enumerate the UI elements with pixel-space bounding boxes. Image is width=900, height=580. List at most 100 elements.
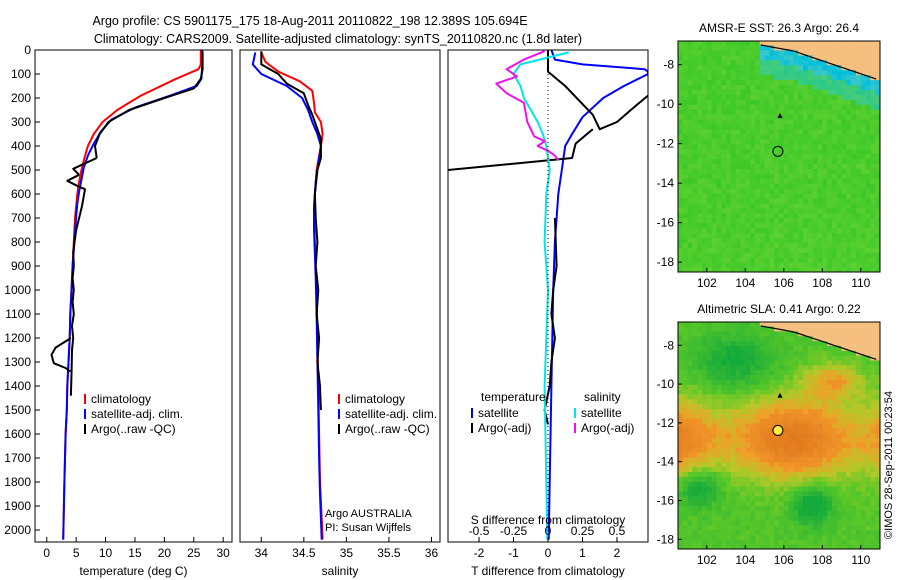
sla_map-cell: [798, 456, 804, 463]
sst_map-cell: [697, 227, 703, 234]
sst_map-cell: [764, 202, 770, 209]
sst_map-cell: [783, 99, 790, 105]
sst_map-cell: [846, 207, 852, 214]
sst_map-cell: [807, 252, 814, 258]
sst_map-cell: [726, 153, 732, 159]
sla_map-cell: [788, 466, 794, 472]
sst_map-cell: [798, 158, 804, 164]
sla_map-cell: [860, 322, 867, 327]
sst_map-cell: [860, 138, 867, 145]
sla_map-cell: [807, 340, 814, 346]
sla_map-cell: [726, 364, 732, 371]
sla_map-cell: [740, 442, 746, 448]
sla_map-cell: [730, 388, 737, 395]
sla_map-cell: [702, 539, 708, 545]
sst_map-cell: [759, 104, 766, 110]
sla_map-cell: [716, 515, 722, 521]
sla_map-cell: [812, 437, 819, 443]
sst_map-cell: [865, 104, 871, 110]
sla_map-cell: [755, 539, 761, 545]
sla_map-cell: [827, 422, 833, 429]
sla_map-cell: [730, 418, 737, 424]
sst_map-cell: [740, 222, 746, 229]
sla_map-cell: [687, 432, 693, 439]
sla_map-cell: [856, 340, 862, 346]
sst_map-cell: [678, 69, 684, 76]
sla_map-cell: [702, 325, 708, 332]
sst_map-cell: [716, 79, 722, 85]
sst_map-cell: [851, 267, 857, 272]
sst_map-cell: [692, 133, 698, 140]
sla_map-cell: [692, 345, 698, 351]
sla_map-cell: [841, 359, 847, 366]
sla_map-cell: [711, 481, 718, 487]
sst_map-cell: [764, 74, 770, 81]
sla_map-cell: [831, 539, 838, 545]
sst_map-cell: [687, 237, 693, 243]
sst_map-cell: [841, 237, 847, 243]
sst_map-cell: [745, 237, 751, 243]
sla_map-cell: [803, 422, 809, 429]
sst_map-cell: [812, 217, 819, 224]
sst_map-cell: [697, 49, 703, 56]
sla_map-cell: [788, 485, 794, 492]
sst_map-cell: [807, 207, 814, 214]
sla_map-cell: [716, 330, 722, 337]
sst_map-cell: [788, 237, 794, 243]
sst_map-cell: [702, 237, 708, 243]
sst_map-cell: [827, 237, 833, 243]
sst_map-cell: [851, 227, 857, 234]
sla_map-cell: [779, 364, 785, 371]
sst_map-cell: [740, 59, 746, 66]
sst_map-cell: [706, 188, 713, 194]
sla_map-cell: [702, 364, 708, 371]
sst_map-cell: [706, 84, 713, 90]
sla_map-cell: [682, 393, 689, 400]
sla_map-cell: [711, 325, 718, 332]
sla_map-cell: [827, 398, 833, 405]
sla_map-cell: [711, 500, 718, 506]
sla_map-cell: [779, 461, 785, 468]
sst_map-cell: [870, 163, 876, 169]
sla_map-cell: [740, 345, 746, 351]
sst_map-cell: [735, 207, 742, 214]
sla_map-cell: [851, 403, 857, 409]
sla_map-cell: [870, 481, 876, 487]
sla_map-cell: [726, 379, 732, 385]
sla_map-cell: [692, 466, 698, 472]
sst_map-cell: [803, 222, 809, 229]
sla_map-cell: [846, 350, 852, 356]
sla_map-cell: [769, 519, 775, 526]
sst_map-cell: [846, 257, 852, 263]
sst_map-cell: [865, 183, 871, 189]
sst_map-cell: [682, 99, 689, 105]
sst_map-cell: [836, 232, 843, 238]
sla_map-cell: [779, 340, 785, 346]
sla_map-cell: [846, 515, 852, 521]
sla_map-cell: [870, 490, 876, 497]
difference-xtick-label: 0: [545, 546, 552, 560]
sst_map-cell: [692, 178, 698, 184]
sst_map-cell: [793, 158, 799, 164]
sla_map-cell: [783, 355, 790, 361]
sla_map-cell: [769, 495, 775, 502]
sla_map-cell: [841, 515, 847, 521]
sla_map-cell: [721, 447, 727, 453]
sla_map-cell: [678, 442, 684, 448]
sst_map-cell: [807, 232, 814, 238]
sst_map-cell: [846, 178, 852, 184]
sla_map-cell: [793, 374, 799, 380]
sla_map-cell: [793, 422, 799, 429]
sla_map-cell: [682, 476, 689, 482]
sla_map-cell: [716, 322, 722, 327]
sla_map-cell: [860, 524, 867, 531]
sla_map-cell: [779, 418, 785, 424]
sst_map-cell: [803, 257, 809, 263]
sst_map-cell: [817, 232, 823, 238]
sst_map-cell: [798, 148, 804, 155]
sst_map-cell: [812, 227, 819, 234]
sst_map-cell: [807, 79, 814, 85]
sla_map-cell: [831, 335, 838, 342]
sst_map-cell: [750, 59, 756, 66]
sla_map-cell: [831, 442, 838, 448]
